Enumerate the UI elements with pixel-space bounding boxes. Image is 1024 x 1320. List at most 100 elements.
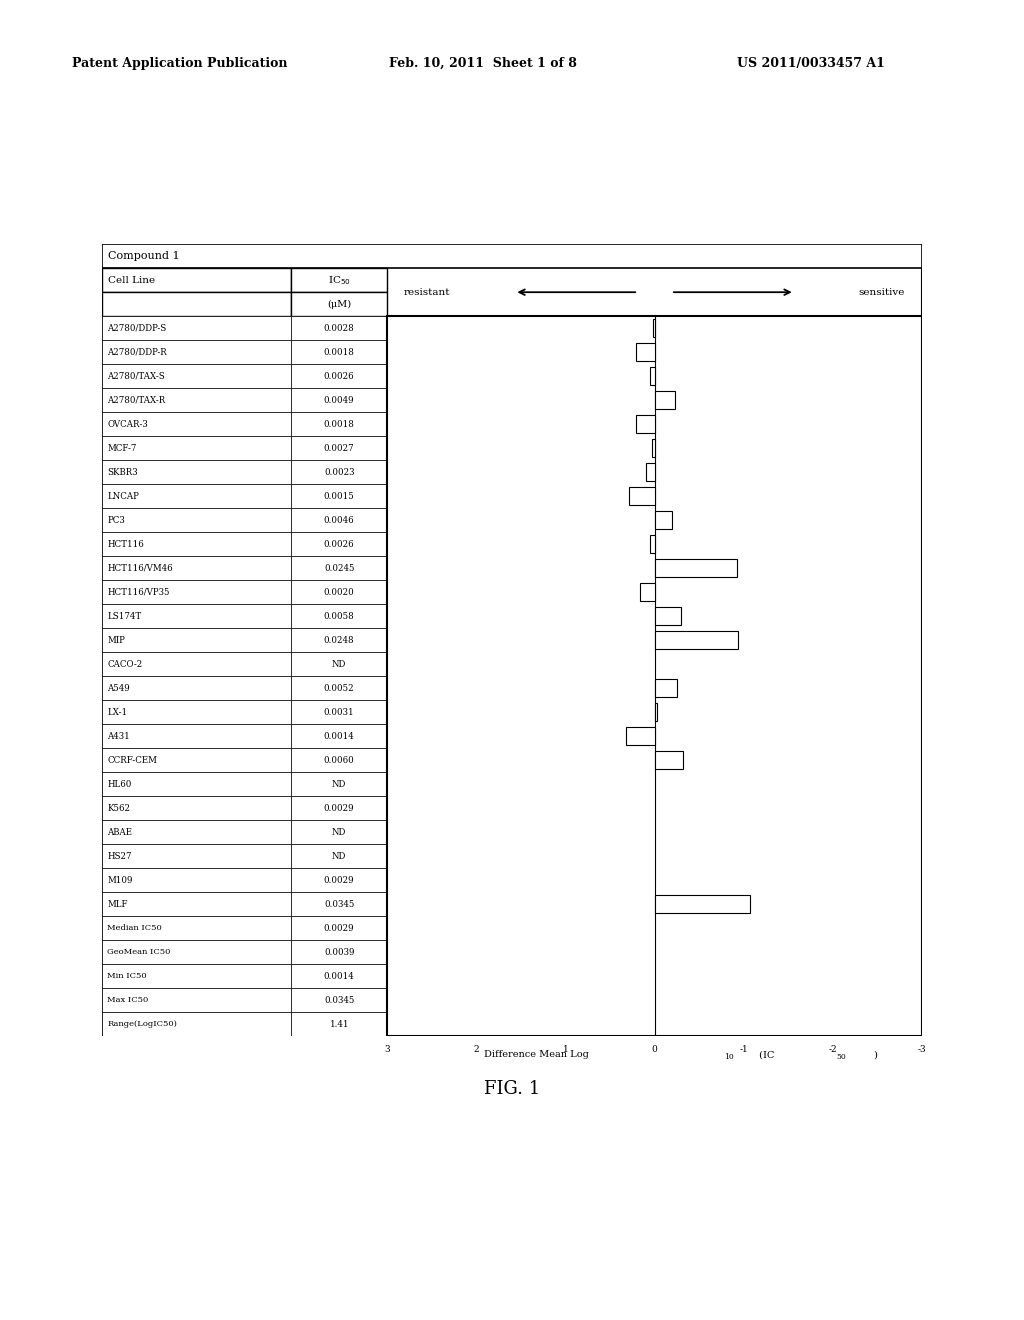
- Text: 3: 3: [385, 1044, 390, 1053]
- Text: 0.0046: 0.0046: [324, 516, 354, 525]
- Bar: [291, 484, 387, 508]
- Bar: [291, 700, 387, 725]
- Bar: [291, 605, 387, 628]
- Bar: [291, 461, 387, 484]
- Bar: [291, 388, 387, 412]
- Bar: [102, 628, 291, 652]
- Text: CCRF-CEM: CCRF-CEM: [108, 755, 158, 764]
- Text: 0.0018: 0.0018: [324, 347, 354, 356]
- Bar: [102, 869, 291, 892]
- Text: Difference Mean Log: Difference Mean Log: [483, 1051, 589, 1060]
- Bar: [291, 364, 387, 388]
- Bar: [629, 487, 654, 506]
- Bar: [291, 820, 387, 845]
- Bar: [636, 343, 654, 362]
- Bar: [102, 341, 291, 364]
- Bar: [102, 364, 291, 388]
- Text: Compound 1: Compound 1: [109, 251, 180, 261]
- Text: 0.0049: 0.0049: [324, 396, 354, 405]
- Text: 0.0014: 0.0014: [324, 731, 354, 741]
- Text: A2780/TAX-R: A2780/TAX-R: [108, 396, 166, 405]
- Bar: [291, 317, 387, 341]
- Text: OVCAR-3: OVCAR-3: [108, 420, 148, 429]
- Bar: [102, 748, 291, 772]
- Text: MCF-7: MCF-7: [108, 444, 136, 453]
- Text: 0.0345: 0.0345: [324, 900, 354, 908]
- Bar: [636, 414, 654, 433]
- Bar: [291, 892, 387, 916]
- Bar: [102, 964, 291, 989]
- Text: 0.0027: 0.0027: [324, 444, 354, 453]
- Bar: [102, 412, 291, 436]
- Bar: [102, 268, 291, 292]
- Text: 0.0026: 0.0026: [324, 372, 354, 380]
- Bar: [102, 484, 291, 508]
- Bar: [650, 535, 654, 553]
- Bar: [102, 292, 291, 317]
- Text: 0.0029: 0.0029: [324, 924, 354, 933]
- Text: Cell Line: Cell Line: [109, 276, 156, 285]
- Bar: [102, 436, 291, 461]
- Text: A2780/DDP-R: A2780/DDP-R: [108, 347, 167, 356]
- Bar: [291, 556, 387, 581]
- Text: MLF: MLF: [108, 900, 128, 908]
- Text: -2: -2: [828, 1044, 837, 1053]
- Bar: [291, 412, 387, 436]
- Bar: [102, 916, 291, 940]
- Bar: [645, 463, 654, 482]
- Bar: [291, 940, 387, 964]
- Text: 0.0031: 0.0031: [324, 708, 354, 717]
- Bar: [291, 532, 387, 556]
- Bar: [291, 436, 387, 461]
- Text: 0.0014: 0.0014: [324, 972, 354, 981]
- Bar: [102, 556, 291, 581]
- Bar: [650, 367, 654, 385]
- Bar: [102, 652, 291, 676]
- Bar: [102, 388, 291, 412]
- Bar: [102, 700, 291, 725]
- Text: K562: K562: [108, 804, 130, 813]
- Text: A2780/TAX-S: A2780/TAX-S: [108, 372, 165, 380]
- Text: 1.41: 1.41: [330, 1019, 349, 1028]
- Text: Range(LogIC50): Range(LogIC50): [108, 1020, 177, 1028]
- Text: 0.0060: 0.0060: [324, 755, 354, 764]
- Bar: [654, 631, 737, 649]
- Bar: [102, 845, 291, 869]
- Bar: [653, 319, 654, 338]
- Bar: [102, 940, 291, 964]
- Text: PC3: PC3: [108, 516, 125, 525]
- Text: IC$_{50}$: IC$_{50}$: [328, 273, 350, 286]
- Bar: [654, 560, 737, 577]
- Bar: [654, 704, 657, 721]
- Text: ): ): [873, 1051, 878, 1060]
- Text: Max IC50: Max IC50: [108, 997, 148, 1005]
- Bar: [291, 508, 387, 532]
- Bar: [654, 895, 751, 913]
- Text: 1: 1: [562, 1044, 568, 1053]
- Bar: [102, 676, 291, 700]
- Bar: [291, 725, 387, 748]
- Text: ND: ND: [332, 780, 346, 789]
- Text: 0.0018: 0.0018: [324, 420, 354, 429]
- Bar: [102, 725, 291, 748]
- Bar: [102, 317, 291, 341]
- Bar: [627, 727, 654, 746]
- Text: HS27: HS27: [108, 851, 132, 861]
- Text: -3: -3: [918, 1044, 926, 1053]
- Text: sensitive: sensitive: [859, 288, 905, 297]
- Bar: [654, 511, 673, 529]
- Bar: [291, 676, 387, 700]
- Bar: [102, 989, 291, 1012]
- Text: MIP: MIP: [108, 636, 125, 644]
- Text: 0.0020: 0.0020: [324, 587, 354, 597]
- Bar: [102, 605, 291, 628]
- Text: ND: ND: [332, 828, 346, 837]
- Text: 0.0023: 0.0023: [324, 467, 354, 477]
- Bar: [640, 583, 654, 602]
- Bar: [291, 845, 387, 869]
- Text: ND: ND: [332, 851, 346, 861]
- Bar: [291, 796, 387, 820]
- Text: (IC: (IC: [756, 1051, 774, 1060]
- Text: 0.0015: 0.0015: [324, 492, 354, 500]
- Text: 0.0052: 0.0052: [324, 684, 354, 693]
